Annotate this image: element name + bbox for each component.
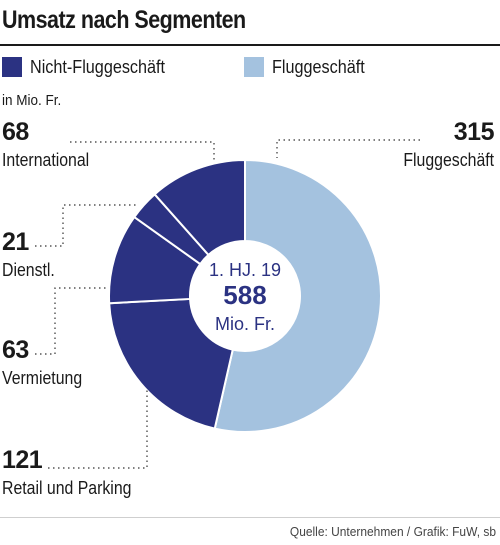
- center-period-label: 1. HJ. 19: [209, 260, 281, 280]
- center-total-value: 588: [223, 280, 266, 310]
- category-label-dienstl: Dienstl.: [2, 260, 55, 280]
- category-label-international: International: [2, 150, 90, 170]
- legend-item-fluggeschaeft: Fluggeschäft: [244, 56, 375, 78]
- legend-swatch-nicht-fluggeschaeft: [2, 57, 22, 77]
- value-label-vermietung: 63: [2, 336, 29, 364]
- legend-swatch-fluggeschaeft: [244, 57, 264, 77]
- leader-line-fluggeschaeft: [276, 139, 420, 158]
- category-label-vermietung: Vermietung: [2, 368, 83, 388]
- value-label-retail-und-parking: 121: [2, 446, 43, 474]
- slice-international: [153, 158, 246, 257]
- category-label-retail-und-parking: Retail und Parking: [2, 478, 132, 498]
- legend-label-nicht-fluggeschaeft: Nicht-Fluggeschäft: [30, 56, 166, 77]
- slice-retail-und-parking: [108, 297, 234, 430]
- footer-rule: [0, 517, 500, 518]
- chart-title: Umsatz nach Segmenten: [2, 6, 246, 34]
- value-label-dienstl: 21: [2, 228, 29, 256]
- value-label-international: 68: [2, 118, 29, 146]
- slice-fluggesch-ft: [213, 158, 382, 433]
- unit-label: in Mio. Fr.: [2, 92, 62, 109]
- category-label-fluggeschaeft: Fluggeschäft: [403, 150, 494, 170]
- leader-line-dienstl: [35, 204, 136, 247]
- center-unit-label: Mio. Fr.: [215, 314, 275, 334]
- legend-label-fluggeschaeft: Fluggeschäft: [272, 56, 365, 77]
- value-label-fluggeschaeft: 315: [453, 118, 495, 146]
- leader-line-international: [70, 141, 215, 160]
- title-rule: [0, 44, 500, 46]
- leader-line-retail-und-parking: [48, 390, 148, 469]
- leader-line-vermietung: [35, 287, 108, 355]
- source-note: Quelle: Unternehmen / Grafik: FuW, sb: [289, 524, 496, 539]
- legend-item-nicht-fluggeschaeft: Nicht-Fluggeschäft: [2, 56, 180, 78]
